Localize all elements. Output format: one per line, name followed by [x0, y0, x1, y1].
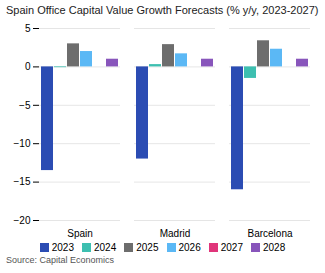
html-text:Source: Capital Economics: Source: Capital Economics [6, 254, 115, 265]
html-text:2028: 2028 [263, 241, 286, 253]
svg-text:5: 5 [25, 22, 31, 33]
svg-text:Madrid: Madrid [160, 227, 191, 238]
html-text:2023: 2023 [51, 241, 74, 253]
html-text:2026: 2026 [178, 241, 201, 253]
html-text:2025: 2025 [136, 241, 159, 253]
html-text:Spain Office Capital Value Gro: Spain Office Capital Value Growth Foreca… [6, 4, 319, 16]
svg-text:−10: −10 [14, 138, 31, 149]
svg-text:0: 0 [25, 61, 31, 72]
html-text:2024: 2024 [94, 241, 117, 253]
svg-text:−5: −5 [19, 99, 31, 110]
svg-text:−15: −15 [14, 176, 31, 187]
svg-text:Barcelona: Barcelona [247, 227, 292, 238]
svg-text:−20: −20 [14, 214, 31, 225]
html-text:2027: 2027 [220, 241, 243, 253]
svg-text:Spain: Spain [67, 227, 93, 238]
